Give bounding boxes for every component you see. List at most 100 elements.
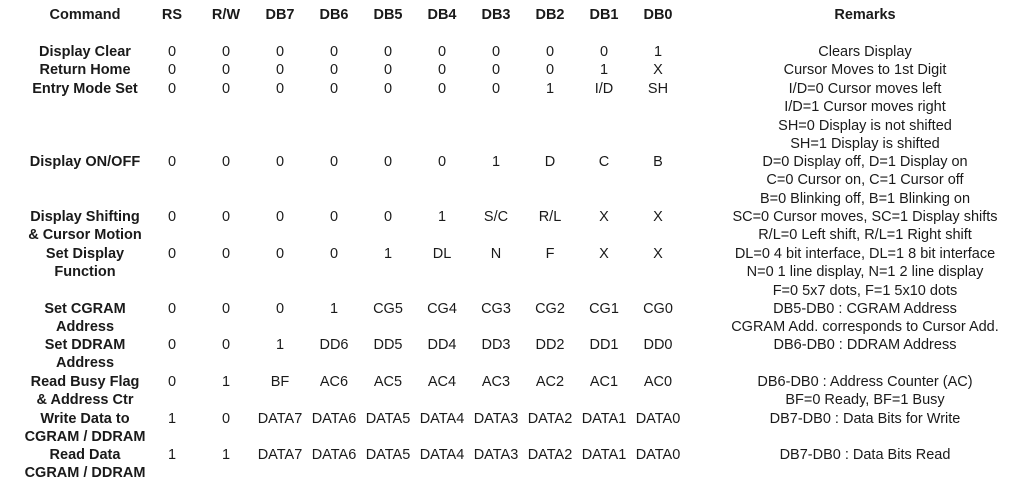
bit-value: 0	[221, 44, 231, 60]
bit-value: CG2	[535, 301, 565, 317]
command-name-line: CGRAM / DDRAM	[24, 429, 146, 446]
bit-value: 1	[221, 374, 231, 390]
bit-value: DATA5	[365, 447, 411, 463]
bit-value: DD3	[481, 337, 511, 353]
bit-value: 0	[221, 154, 231, 170]
bit-value: DATA4	[419, 447, 465, 463]
bit-value: 0	[167, 209, 177, 225]
command-name-line: Display Clear	[39, 44, 131, 60]
command-name-line: Read Busy Flag	[30, 374, 140, 390]
bit-value: 0	[275, 154, 285, 170]
bit-value: 1	[329, 301, 339, 317]
bit-value: DD6	[319, 337, 349, 353]
command-name-line: & Address Ctr	[36, 392, 134, 409]
bit-value: AC1	[589, 374, 619, 390]
remark-line: DB6-DB0 : DDRAM Address	[773, 337, 957, 353]
remark-line: F=0 5x7 dots, F=1 5x10 dots	[772, 282, 958, 299]
bit-value: 1	[383, 246, 393, 262]
bit-value: 0	[383, 44, 393, 60]
bit-value: 1	[221, 447, 231, 463]
bit-value: 0	[491, 62, 501, 78]
command-name-line: Set Display	[45, 246, 125, 262]
bit-value: DD0	[643, 337, 673, 353]
command-name-line: Write Data to	[40, 411, 130, 427]
command-name: Read Data CGRAM / DDRAM	[10, 446, 160, 483]
bit-value: DATA1	[581, 447, 627, 463]
bit-value: 0	[329, 154, 339, 170]
bit-value: I/D	[594, 81, 614, 97]
header-command: Command	[49, 7, 121, 23]
command-name-line: Display Shifting	[30, 209, 140, 225]
remarks: DB5-DB0 : CGRAM Address CGRAM Add. corres…	[716, 300, 1014, 337]
command-name-line: Read Data	[49, 447, 121, 463]
bit-value: X	[599, 209, 609, 225]
bit-value: DL	[432, 246, 452, 262]
command-name-line: Entry Mode Set	[32, 81, 138, 97]
bit-value: 0	[167, 246, 177, 262]
bit-value: 0	[329, 246, 339, 262]
bit-value: DATA3	[473, 447, 519, 463]
remark-line: Cursor Moves to 1st Digit	[783, 62, 947, 78]
bit-value: 0	[329, 62, 339, 78]
bit-value: DD2	[535, 337, 565, 353]
remarks: I/D=0 Cursor moves left I/D=1 Cursor move…	[716, 80, 1014, 154]
bit-value: AC4	[427, 374, 457, 390]
header-db7: DB7	[265, 7, 295, 23]
bit-value: 1	[491, 154, 501, 170]
bit-value: DATA3	[473, 411, 519, 427]
header-db4: DB4	[427, 7, 457, 23]
bit-value: 0	[167, 62, 177, 78]
remark-line: SH=0 Display is not shifted	[778, 117, 952, 134]
bit-value: DATA6	[311, 411, 357, 427]
command-name-line: Set CGRAM	[44, 301, 126, 317]
bit-value: X	[599, 246, 609, 262]
header-db6: DB6	[319, 7, 349, 23]
command-name-line: Set DDRAM	[44, 337, 126, 353]
header-rw: R/W	[211, 7, 241, 23]
bit-value: 0	[275, 44, 285, 60]
bit-value: 1	[275, 337, 285, 353]
command-name: Set DDRAM Address	[10, 336, 160, 373]
remarks: D=0 Display off, D=1 Display on C=0 Curso…	[716, 153, 1014, 208]
bit-value: CG5	[373, 301, 403, 317]
bit-value: SH	[647, 81, 669, 97]
bit-value: C	[598, 154, 610, 170]
remark-line: C=0 Cursor on, C=1 Cursor off	[766, 172, 964, 189]
header-rs: RS	[161, 7, 183, 23]
remarks: DB6-DB0 : Address Counter (AC) BF=0 Ready…	[716, 373, 1014, 410]
bit-value: 0	[491, 81, 501, 97]
command-name-line: Function	[54, 264, 116, 281]
bit-value: D	[544, 154, 556, 170]
bit-value: S/C	[483, 209, 509, 225]
remark-line: DB7-DB0 : Data Bits for Write	[769, 411, 961, 427]
bit-value: 0	[221, 246, 231, 262]
header-db1: DB1	[589, 7, 619, 23]
bit-value: X	[653, 246, 663, 262]
remark-line: DL=0 4 bit interface, DL=1 8 bit interfa…	[734, 246, 996, 262]
bit-value: CG3	[481, 301, 511, 317]
bit-value: 0	[275, 301, 285, 317]
bit-value: DATA0	[635, 447, 681, 463]
remarks: DB6-DB0 : DDRAM Address	[716, 336, 1014, 354]
command-name-line: Address	[55, 355, 115, 372]
bit-value: 0	[329, 44, 339, 60]
remark-line: BF=0 Ready, BF=1 Busy	[785, 392, 945, 409]
bit-value: DATA1	[581, 411, 627, 427]
bit-value: 1	[437, 209, 447, 225]
bit-value: 0	[545, 44, 555, 60]
bit-value: 1	[545, 81, 555, 97]
command-name-line: Display ON/OFF	[29, 154, 141, 170]
command-name-line: CGRAM / DDRAM	[24, 465, 146, 482]
bit-value: 0	[221, 209, 231, 225]
bit-value: 0	[167, 44, 177, 60]
command-name: Write Data to CGRAM / DDRAM	[10, 410, 160, 447]
bit-value: DATA7	[257, 447, 303, 463]
bit-value: 0	[221, 337, 231, 353]
command-name: Display Shifting & Cursor Motion	[10, 208, 160, 245]
bit-value: 0	[275, 246, 285, 262]
bit-value: 0	[275, 209, 285, 225]
bit-value: AC2	[535, 374, 565, 390]
bit-value: 0	[275, 62, 285, 78]
bit-value: 0	[221, 81, 231, 97]
